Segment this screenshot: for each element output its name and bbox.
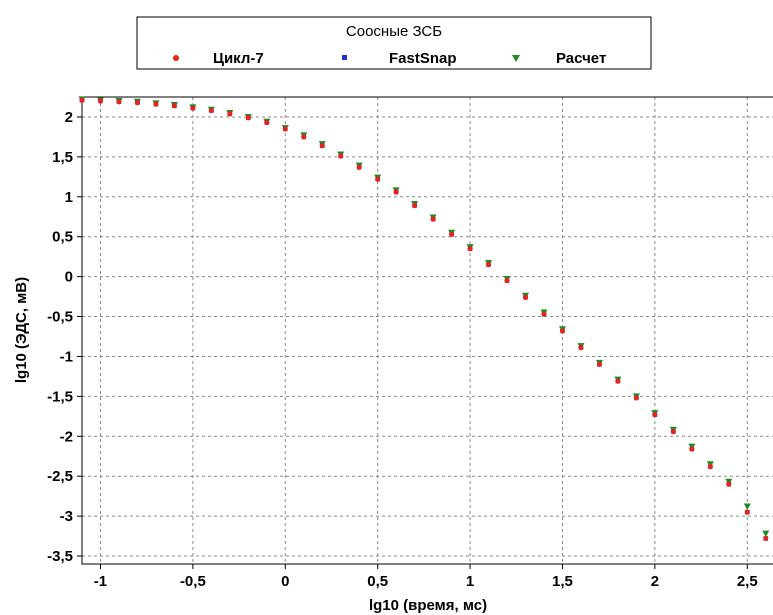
legend-title: Соосные ЗСБ [346,23,442,40]
y-tick-label: 0,5 [52,229,73,246]
data-point [208,107,214,114]
x-tick-label: 0,5 [367,573,388,590]
data-point [97,98,104,104]
y-tick-label: -3 [60,508,73,525]
data-point [633,395,640,401]
data-point [171,103,177,109]
x-tick-label: 2 [651,573,659,590]
y-tick-label: -1 [60,348,73,365]
legend-label-series-3: Расчет [556,50,606,67]
data-point [652,412,658,418]
series-1 [79,97,769,542]
data-point [615,378,621,384]
legend-marker-series-2 [342,55,347,60]
data-point [743,503,751,511]
data-point [763,535,769,542]
data-point [153,101,159,107]
data-point [190,105,196,111]
data-point [541,311,547,317]
legend-marker-series-3 [512,55,520,62]
legend-marker-series-1 [173,55,179,61]
x-tick-label: 1 [466,573,474,590]
data-point [264,119,270,126]
x-tick-label: -1 [94,573,107,590]
data-point [375,176,381,182]
y-tick-label: 1,5 [52,149,73,166]
data-point [412,202,418,209]
y-tick-label: 0 [65,269,73,286]
data-point [762,530,770,538]
data-point [726,481,732,487]
data-point [707,464,713,470]
data-point [430,216,436,222]
data-point [522,294,529,300]
grid [82,97,773,564]
data-point [670,428,676,435]
data-point [467,246,473,252]
data-point [393,189,399,195]
data-point [319,143,325,149]
y-tick-label: 1 [65,189,73,206]
y-tick-label: -2,5 [47,468,73,485]
data-point [559,328,566,334]
y-axis-title: lg10 (ЭДС, мВ) [13,277,30,383]
x-axis-title: lg10 (время, мс) [369,597,487,614]
data-point [245,115,251,121]
data-point [356,164,362,170]
legend: Соосные ЗСБ Цикл-7 FastSnap Расчет [136,16,652,70]
data-point [116,99,122,105]
data-point [578,345,584,351]
x-tick-label: 1,5 [552,573,573,590]
data-point [504,278,510,284]
x-tick-label: 0 [281,573,289,590]
data-point [485,262,492,268]
legend-label-series-1: Цикл-7 [213,50,264,67]
legend-label-series-2: FastSnap [389,50,457,67]
data-point [79,97,85,103]
data-point [744,509,750,515]
data-point [282,126,288,132]
x-tick-label: 2,5 [737,573,758,590]
plot-area-frame [81,96,773,565]
data-point [301,134,307,140]
legend-frame [136,16,652,70]
y-tick-label: -3,5 [47,548,73,565]
data-point [449,231,455,237]
axis-ticks: -1 -0,5 0 0,5 1 1,5 2 2,5 2 1,5 1 0,5 0 -0,5 -1 -1,5 -2 -… [47,109,758,590]
data-point [689,446,695,452]
data-point [227,111,233,117]
y-tick-label: -2 [60,428,73,445]
y-tick-label: -1,5 [47,388,73,405]
data-point [338,153,344,159]
x-tick-label: -0,5 [180,573,206,590]
data-point [596,361,603,368]
data-point [134,99,141,106]
data-points [78,96,770,542]
y-tick-label: 2 [65,109,73,126]
y-tick-label: -0,5 [47,309,73,326]
series-2 [79,97,768,541]
